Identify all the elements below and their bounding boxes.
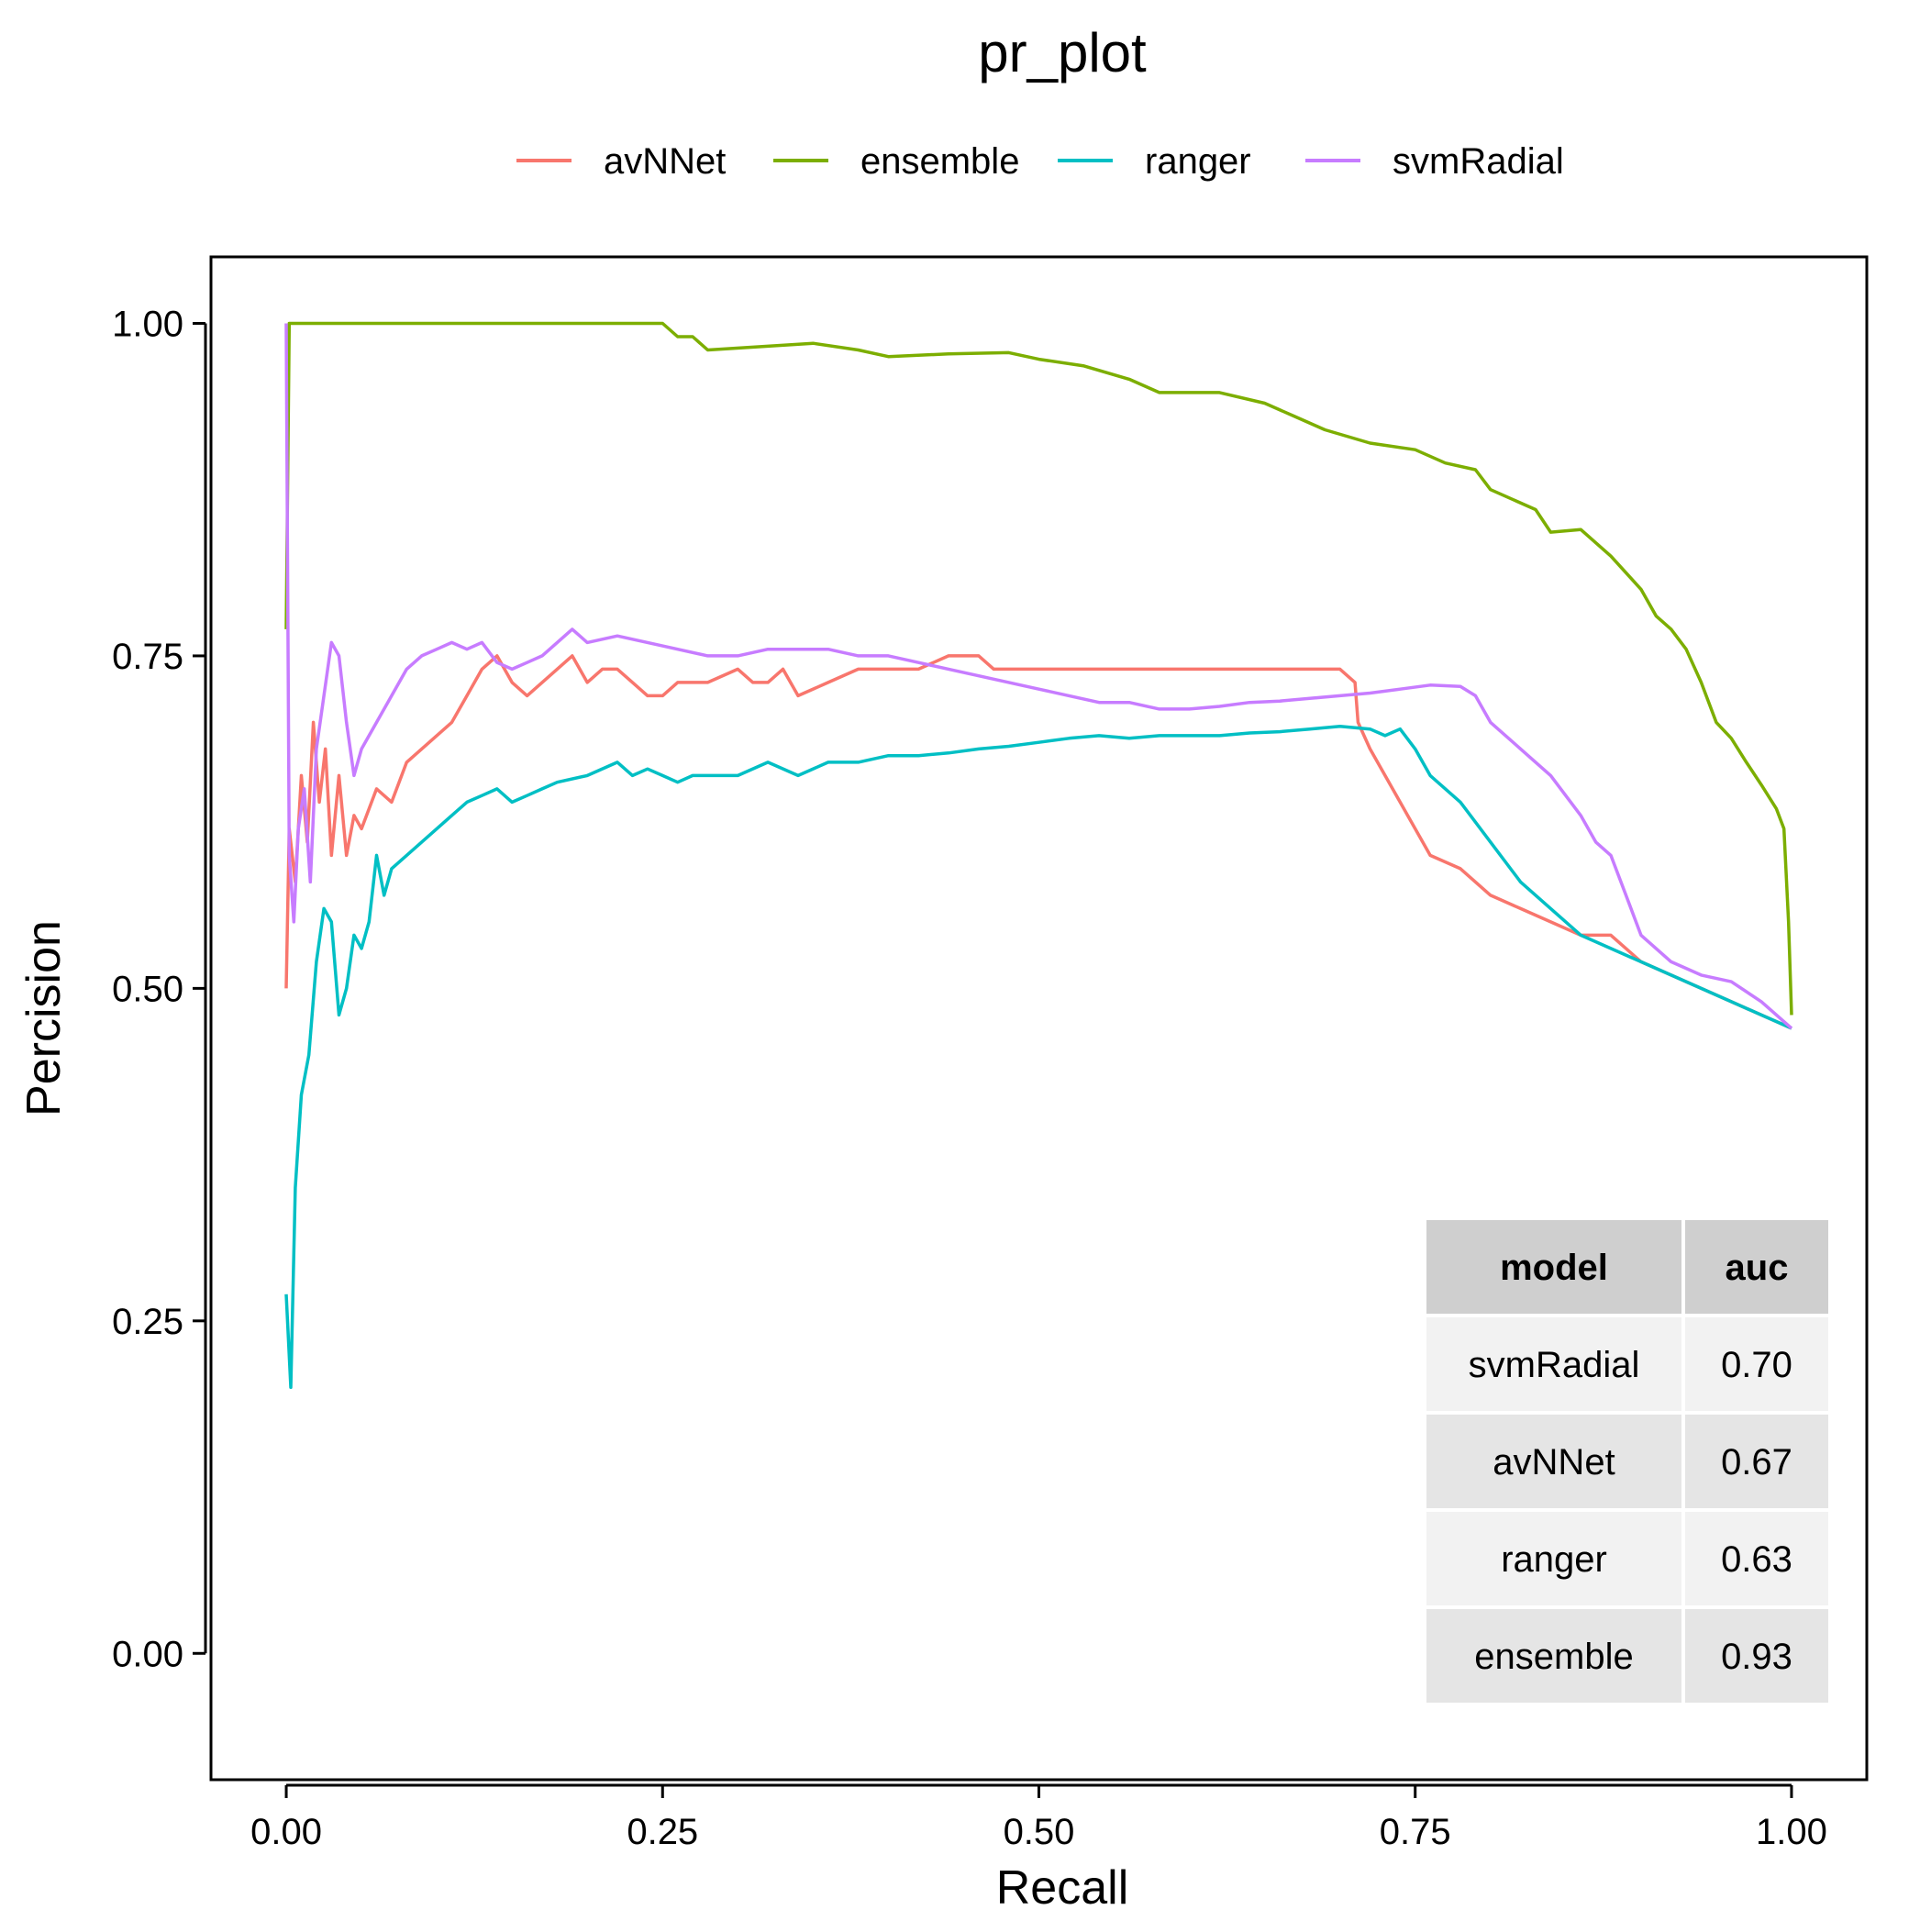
table-cell-text: avNNet xyxy=(1493,1442,1615,1482)
y-axis: 0.00 0.25 0.50 0.75 1.00 xyxy=(112,304,207,1674)
legend-label-svmRadial: svmRadial xyxy=(1393,141,1564,182)
x-tick-label: 1.00 xyxy=(1756,1812,1827,1852)
table-cell xyxy=(1426,1415,1681,1508)
table-cell xyxy=(1685,1512,1828,1605)
series-lines xyxy=(284,321,1793,1390)
table-header-text: model xyxy=(1500,1248,1608,1288)
x-tick-label: 0.50 xyxy=(1004,1812,1075,1852)
legend: avNNet ensemble ranger svmRadial xyxy=(516,141,1564,182)
table-cell xyxy=(1426,1609,1681,1703)
y-tick-label: 0.00 xyxy=(112,1634,183,1674)
y-tick-label: 0.75 xyxy=(112,637,183,677)
x-tick-label: 0.00 xyxy=(250,1812,322,1852)
table-cell-text: 0.93 xyxy=(1721,1637,1792,1677)
x-tick-label: 0.25 xyxy=(627,1812,698,1852)
table-cell-text: 0.70 xyxy=(1721,1345,1792,1385)
table-cell xyxy=(1685,1415,1828,1508)
auc-table: model auc svmRadial 0.70 avNNet 0.67 ranger 0.6… xyxy=(1426,1220,1828,1703)
x-tick-label: 0.75 xyxy=(1380,1812,1451,1852)
table-cell xyxy=(1685,1317,1828,1411)
legend-label-avNNet: avNNet xyxy=(604,141,726,182)
x-axis: 0.00 0.25 0.50 0.75 1.00 xyxy=(250,1783,1827,1852)
series-line-ranger xyxy=(284,725,1792,1390)
table-cell-text: 0.63 xyxy=(1721,1539,1792,1580)
table-header-text: auc xyxy=(1726,1248,1789,1288)
table-header-cell xyxy=(1685,1220,1828,1314)
y-tick-label: 0.25 xyxy=(112,1302,183,1342)
table-cell xyxy=(1426,1512,1681,1605)
chart-title: pr_plot xyxy=(978,22,1147,83)
table-cell-text: 0.67 xyxy=(1721,1442,1792,1482)
y-tick-label: 0.50 xyxy=(112,969,183,1009)
table-cell xyxy=(1426,1317,1681,1411)
y-tick-label: 1.00 xyxy=(112,304,183,344)
table-cell-text: svmRadial xyxy=(1469,1345,1640,1385)
table-cell-text: ranger xyxy=(1501,1539,1607,1580)
series-line-svmRadial xyxy=(284,323,1793,1030)
table-header-cell xyxy=(1426,1220,1681,1314)
legend-label-ensemble: ensemble xyxy=(860,141,1019,182)
series-line-avNNet xyxy=(284,654,1792,1030)
table-cell xyxy=(1685,1609,1828,1703)
table-cell-text: ensemble xyxy=(1474,1637,1633,1677)
y-axis-title: Percision xyxy=(17,920,71,1116)
x-axis-title: Recall xyxy=(996,1861,1129,1915)
series-line-ensemble xyxy=(284,321,1793,1016)
legend-label-ranger: ranger xyxy=(1145,141,1251,182)
